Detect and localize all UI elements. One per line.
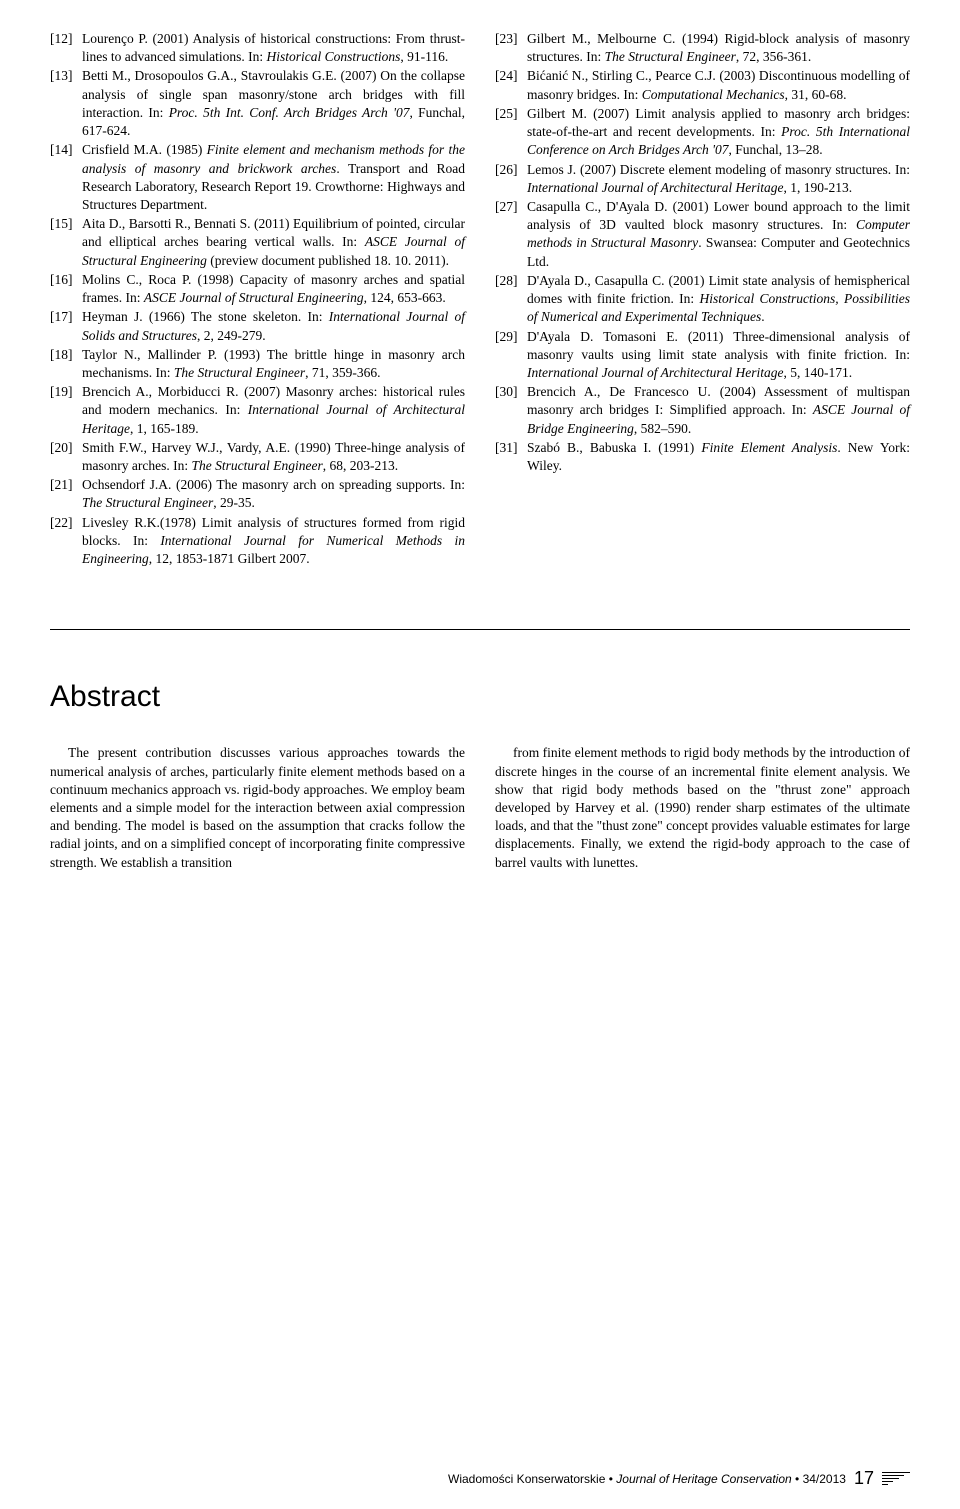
reference-item: [23]Gilbert M., Melbourne C. (1994) Rigi… <box>495 30 910 66</box>
reference-number: [14] <box>50 141 82 214</box>
reference-number: [31] <box>495 439 527 475</box>
reference-item: [21]Ochsendorf J.A. (2006) The masonry a… <box>50 476 465 512</box>
references-section: [12]Lourenço P. (2001) Analysis of histo… <box>50 30 910 569</box>
reference-text: Betti M., Drosopoulos G.A., Stavroulakis… <box>82 67 465 140</box>
reference-text: D'Ayala D., Casapulla C. (2001) Limit st… <box>527 272 910 327</box>
reference-item: [19]Brencich A., Morbiducci R. (2007) Ma… <box>50 383 465 438</box>
reference-item: [17]Heyman J. (1966) The stone skeleton.… <box>50 308 465 344</box>
reference-text: Szabó B., Babuska I. (1991) Finite Eleme… <box>527 439 910 475</box>
reference-number: [22] <box>50 514 82 569</box>
reference-item: [26]Lemos J. (2007) Discrete element mod… <box>495 161 910 197</box>
reference-item: [31]Szabó B., Babuska I. (1991) Finite E… <box>495 439 910 475</box>
reference-item: [24]Bićanić N., Stirling C., Pearce C.J.… <box>495 67 910 103</box>
abstract-text-right: from finite element methods to rigid bod… <box>495 744 910 872</box>
reference-item: [16]Molins C., Roca P. (1998) Capacity o… <box>50 271 465 307</box>
reference-text: Bićanić N., Stirling C., Pearce C.J. (20… <box>527 67 910 103</box>
reference-number: [13] <box>50 67 82 140</box>
reference-number: [20] <box>50 439 82 475</box>
reference-text: Gilbert M., Melbourne C. (1994) Rigid-bl… <box>527 30 910 66</box>
reference-text: Lourenço P. (2001) Analysis of historica… <box>82 30 465 66</box>
abstract-text-left: The present contribution discusses vario… <box>50 744 465 872</box>
reference-number: [17] <box>50 308 82 344</box>
footer-journal: Wiadomości Konserwatorskie • Journal of … <box>448 1472 846 1486</box>
reference-text: Livesley R.K.(1978) Limit analysis of st… <box>82 514 465 569</box>
reference-item: [13]Betti M., Drosopoulos G.A., Stavroul… <box>50 67 465 140</box>
reference-number: [18] <box>50 346 82 382</box>
reference-number: [15] <box>50 215 82 270</box>
reference-number: [27] <box>495 198 527 271</box>
abstract-body: The present contribution discusses vario… <box>50 744 910 872</box>
reference-text: Crisfield M.A. (1985) Finite element and… <box>82 141 465 214</box>
reference-item: [18]Taylor N., Mallinder P. (1993) The b… <box>50 346 465 382</box>
reference-text: Molins C., Roca P. (1998) Capacity of ma… <box>82 271 465 307</box>
reference-text: Heyman J. (1966) The stone skeleton. In:… <box>82 308 465 344</box>
reference-number: [28] <box>495 272 527 327</box>
footer-issue: 34/2013 <box>803 1472 846 1486</box>
footer-journal-pl: Wiadomości Konserwatorskie <box>448 1472 605 1486</box>
reference-number: [21] <box>50 476 82 512</box>
reference-item: [20]Smith F.W., Harvey W.J., Vardy, A.E.… <box>50 439 465 475</box>
page-number: 17 <box>854 1468 874 1489</box>
reference-item: [28]D'Ayala D., Casapulla C. (2001) Limi… <box>495 272 910 327</box>
reference-text: Smith F.W., Harvey W.J., Vardy, A.E. (19… <box>82 439 465 475</box>
reference-item: [12]Lourenço P. (2001) Analysis of histo… <box>50 30 465 66</box>
abstract-heading: Abstract <box>50 680 910 714</box>
reference-text: Lemos J. (2007) Discrete element modelin… <box>527 161 910 197</box>
reference-item: [30]Brencich A., De Francesco U. (2004) … <box>495 383 910 438</box>
reference-number: [16] <box>50 271 82 307</box>
references-left-column: [12]Lourenço P. (2001) Analysis of histo… <box>50 30 465 569</box>
reference-number: [24] <box>495 67 527 103</box>
reference-number: [30] <box>495 383 527 438</box>
reference-item: [25]Gilbert M. (2007) Limit analysis app… <box>495 105 910 160</box>
footer-journal-en: Journal of Heritage Conservation <box>616 1472 791 1486</box>
reference-text: Casapulla C., D'Ayala D. (2001) Lower bo… <box>527 198 910 271</box>
reference-item: [15]Aita D., Barsotti R., Bennati S. (20… <box>50 215 465 270</box>
reference-text: Brencich A., De Francesco U. (2004) Asse… <box>527 383 910 438</box>
reference-item: [27]Casapulla C., D'Ayala D. (2001) Lowe… <box>495 198 910 271</box>
reference-item: [14]Crisfield M.A. (1985) Finite element… <box>50 141 465 214</box>
reference-item: [22]Livesley R.K.(1978) Limit analysis o… <box>50 514 465 569</box>
reference-text: Brencich A., Morbiducci R. (2007) Masonr… <box>82 383 465 438</box>
section-divider <box>50 629 910 630</box>
reference-number: [23] <box>495 30 527 66</box>
reference-number: [29] <box>495 328 527 383</box>
reference-number: [25] <box>495 105 527 160</box>
reference-item: [29]D'Ayala D. Tomasoni E. (2011) Three-… <box>495 328 910 383</box>
reference-text: Taylor N., Mallinder P. (1993) The britt… <box>82 346 465 382</box>
reference-text: D'Ayala D. Tomasoni E. (2011) Three-dime… <box>527 328 910 383</box>
reference-number: [12] <box>50 30 82 66</box>
references-right-column: [23]Gilbert M., Melbourne C. (1994) Rigi… <box>495 30 910 569</box>
reference-number: [26] <box>495 161 527 197</box>
reference-text: Ochsendorf J.A. (2006) The masonry arch … <box>82 476 465 512</box>
footer-decoration-icon <box>882 1472 910 1485</box>
page-footer: Wiadomości Konserwatorskie • Journal of … <box>0 1468 960 1489</box>
reference-number: [19] <box>50 383 82 438</box>
reference-text: Aita D., Barsotti R., Bennati S. (2011) … <box>82 215 465 270</box>
reference-text: Gilbert M. (2007) Limit analysis applied… <box>527 105 910 160</box>
